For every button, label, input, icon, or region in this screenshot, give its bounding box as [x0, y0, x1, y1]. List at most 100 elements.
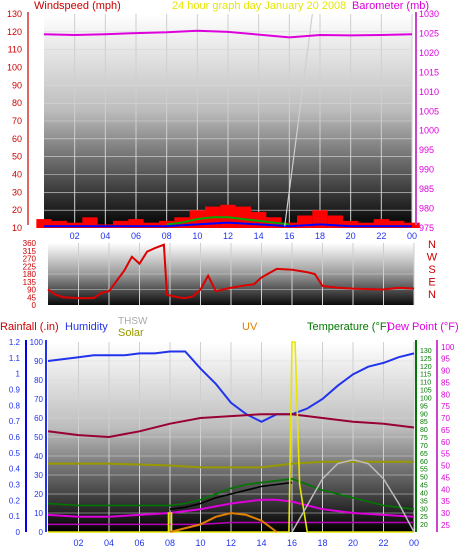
hour-tick: 12: [223, 231, 233, 241]
temperature-tick: 75: [420, 435, 428, 442]
hour-tick: 14: [256, 538, 266, 548]
dewpoint-tick: 75: [441, 402, 450, 411]
panel1-series: [36, 13, 420, 228]
compass-label: S: [428, 264, 435, 276]
humidity-tick: 40: [34, 452, 43, 461]
barometer-tick: 1010: [419, 87, 439, 97]
dewpoint-tick: 95: [441, 355, 450, 364]
barometer-tick: 1015: [419, 67, 439, 77]
dewpoint-tick: 45: [441, 473, 450, 482]
rainfall-tick: 0.8: [9, 401, 21, 410]
temperature-tick-labels: 2025303540455055606570758085909510010511…: [420, 348, 432, 529]
hour-tick: 04: [100, 231, 110, 241]
temperature-tick: 70: [420, 443, 428, 450]
temperature-tick: 125: [420, 356, 432, 363]
temperature-tick: 25: [420, 514, 428, 521]
windspeed-tick: 60: [12, 134, 22, 144]
humidity-secondary-line: [47, 413, 415, 439]
compass-label: N: [428, 289, 436, 301]
hour-tick: 12: [226, 538, 236, 548]
rainfall-tick: 0.6: [9, 433, 21, 442]
hour-tick: 16: [284, 231, 294, 241]
barometer-tick: 1020: [419, 48, 439, 58]
temperature-tick: 80: [420, 427, 428, 434]
windspeed-axis-label: Windspeed (mph): [34, 0, 121, 12]
windspeed-tick: 80: [12, 98, 22, 108]
windspeed-tick: 20: [12, 205, 22, 215]
humidity-tick-labels: 0 10 20 30 40 50 60 70 80 90 100: [30, 338, 44, 537]
dewpoint-tick: 90: [441, 367, 450, 376]
windspeed-tick: 70: [12, 116, 22, 126]
hour-tick: 06: [134, 538, 144, 548]
hour-tick: 02: [70, 231, 80, 241]
humidity-tick: 90: [34, 357, 43, 366]
compass-label: E: [428, 277, 435, 289]
temperature-tick: 110: [420, 380, 431, 387]
temperature-tick: 20: [420, 522, 428, 529]
hour-tick: 08: [162, 231, 172, 241]
humidity-tick: 10: [34, 509, 43, 518]
temperature-tick: 30: [420, 506, 428, 513]
dewpoint-tick: 65: [441, 426, 450, 435]
humidity-tick: 30: [34, 471, 43, 480]
wind-bar: [373, 219, 389, 228]
dewpoint-tick: 60: [441, 438, 450, 447]
temperature-line: [47, 477, 415, 510]
windspeed-tick: 130: [7, 9, 22, 19]
rainfall-tick: 1.2: [9, 338, 21, 347]
hour-tick: 20: [346, 231, 356, 241]
hour-tick: 04: [104, 538, 114, 548]
direction-tick: 315: [23, 247, 37, 256]
direction-tick: 225: [23, 262, 37, 271]
hour-tick: 10: [195, 538, 205, 548]
barometer-tick: 990: [419, 165, 434, 175]
rainfall-axis-label: Rainfall (.in): [0, 321, 59, 333]
humidity-axis-label: Humidity: [65, 321, 108, 333]
rainfall-tick: 0.7: [9, 417, 21, 426]
compass-label: W: [427, 252, 438, 264]
hour-tick: 18: [315, 231, 325, 241]
barometer-tick: 1005: [419, 106, 439, 116]
panel1-grid: [44, 14, 413, 228]
hour-tick: 16: [287, 538, 297, 548]
humidity-tick: 70: [34, 395, 43, 404]
dewpoint-tick-labels: 25 30 35 40 45 50 55 60 65 70 75 80 85 90 95 100: [441, 343, 455, 530]
dewpoint-secondary-line: [48, 521, 414, 526]
uv-line: [48, 341, 414, 533]
hour-tick: 22: [376, 231, 386, 241]
humidity-tick: 0: [39, 528, 44, 537]
direction-tick: 0: [32, 301, 37, 310]
direction-tick: 270: [23, 255, 37, 264]
humidity-tick: 80: [34, 376, 43, 385]
windspeed-tick: 110: [8, 45, 22, 55]
rainfall-tick: 1: [16, 370, 21, 379]
barometer-tick: 980: [419, 204, 434, 214]
wind-bar: [36, 219, 52, 228]
hour-tick: 18: [317, 538, 327, 548]
panel2-series: [47, 243, 415, 300]
temperature-axis-label: Temperature (°F): [307, 321, 390, 333]
wind-bar: [113, 220, 129, 228]
uv-axis-label: UV: [242, 321, 258, 333]
dewpoint-tick: 25: [441, 521, 450, 530]
rainfall-tick: 0.3: [9, 481, 21, 490]
direction-tick: 45: [27, 293, 36, 302]
humidity-tick: 20: [34, 490, 43, 499]
panel3-series: [47, 341, 415, 533]
dewpoint-tick: 100: [441, 343, 455, 352]
direction-tick: 135: [23, 278, 37, 287]
dewpoint-tick: 80: [441, 390, 450, 399]
hour-tick: 02: [73, 538, 83, 548]
direction-tick: 180: [23, 270, 37, 279]
rainfall-tick: 0.4: [9, 465, 21, 474]
wind-average-line: [44, 221, 412, 228]
temperature-tick: 85: [420, 419, 428, 426]
humidity-tick: 100: [30, 338, 44, 347]
wind-green-line: [166, 216, 290, 226]
humidity-tick: 60: [34, 414, 43, 423]
wind-direction-line: [47, 243, 415, 300]
solar-axis-label: Solar: [118, 327, 144, 339]
dewpoint-tick: 40: [441, 485, 450, 494]
